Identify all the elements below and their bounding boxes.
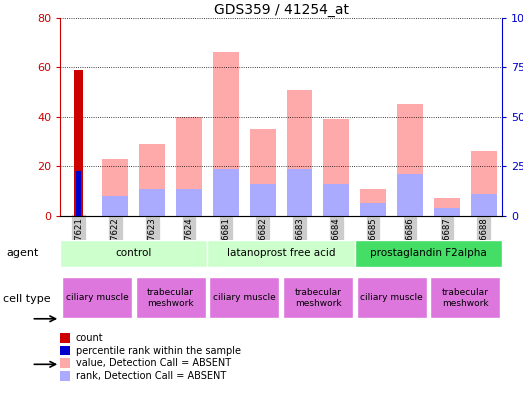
Text: trabecular
meshwork: trabecular meshwork xyxy=(442,288,488,308)
Bar xyxy=(323,119,349,216)
Bar xyxy=(213,52,239,216)
Bar xyxy=(176,188,202,216)
Text: cell type: cell type xyxy=(3,294,50,304)
Text: percentile rank within the sample: percentile rank within the sample xyxy=(76,345,241,356)
Bar xyxy=(213,169,239,216)
Text: ciliary muscle: ciliary muscle xyxy=(213,293,276,303)
Bar xyxy=(60,240,208,267)
Bar xyxy=(283,278,353,318)
Bar xyxy=(430,278,500,318)
Bar xyxy=(250,129,276,216)
Bar xyxy=(103,196,128,216)
Title: GDS359 / 41254_at: GDS359 / 41254_at xyxy=(213,3,349,17)
Bar xyxy=(287,169,312,216)
Bar xyxy=(397,105,423,216)
Bar xyxy=(74,70,83,216)
Bar xyxy=(355,240,502,267)
Bar xyxy=(397,174,423,216)
Bar xyxy=(471,151,496,216)
Text: ciliary muscle: ciliary muscle xyxy=(360,293,423,303)
Bar xyxy=(357,278,427,318)
Bar xyxy=(360,188,386,216)
Text: agent: agent xyxy=(7,248,39,259)
Bar xyxy=(209,278,279,318)
Bar xyxy=(434,198,460,216)
Text: trabecular
meshwork: trabecular meshwork xyxy=(147,288,194,308)
Text: ciliary muscle: ciliary muscle xyxy=(65,293,128,303)
Bar xyxy=(208,240,355,267)
Bar xyxy=(139,188,165,216)
Bar xyxy=(360,204,386,216)
Bar xyxy=(471,194,496,216)
Bar xyxy=(76,171,81,216)
Bar xyxy=(434,208,460,216)
Text: rank, Detection Call = ABSENT: rank, Detection Call = ABSENT xyxy=(76,371,226,381)
Bar xyxy=(250,184,276,216)
Bar xyxy=(323,184,349,216)
Bar xyxy=(287,89,312,216)
Text: value, Detection Call = ABSENT: value, Detection Call = ABSENT xyxy=(76,358,231,368)
Text: latanoprost free acid: latanoprost free acid xyxy=(227,248,335,259)
Text: prostaglandin F2alpha: prostaglandin F2alpha xyxy=(370,248,487,259)
Bar xyxy=(139,144,165,216)
Bar xyxy=(176,117,202,216)
Text: count: count xyxy=(76,333,104,343)
Text: control: control xyxy=(116,248,152,259)
Bar xyxy=(62,278,132,318)
Text: trabecular
meshwork: trabecular meshwork xyxy=(294,288,342,308)
Bar xyxy=(103,159,128,216)
Bar xyxy=(135,278,206,318)
